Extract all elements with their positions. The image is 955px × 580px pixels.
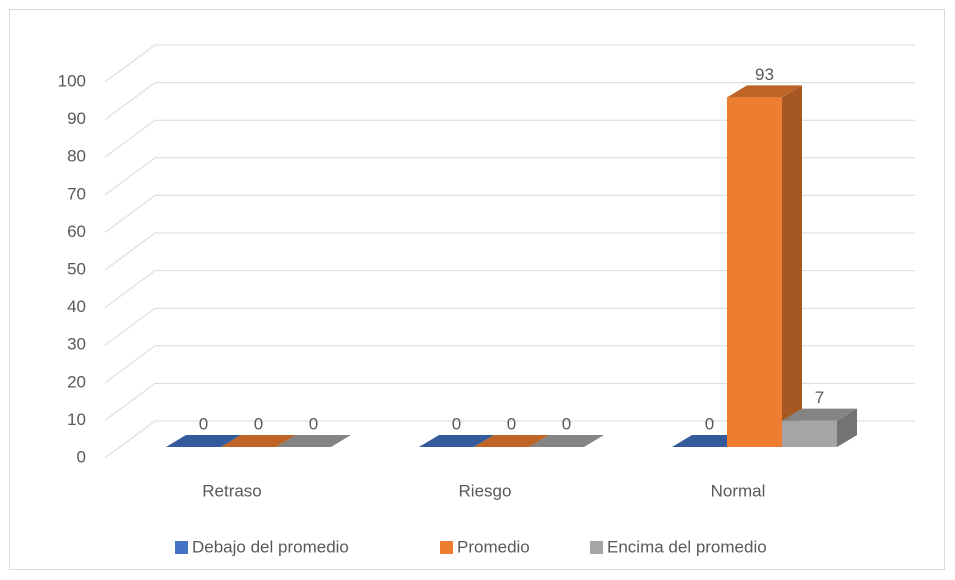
grid-line [104,82,915,121]
data-label: 0 [254,414,263,433]
legend-swatch [440,541,453,554]
x-tick-label: Retraso [202,481,262,500]
y-tick-label: 70 [67,184,86,203]
bar-top [727,85,802,98]
bar [276,435,351,447]
bar-top [166,435,241,447]
grid-line [104,44,915,83]
y-tick-label: 30 [67,335,86,354]
bar-top [221,435,296,447]
bar [166,435,241,447]
y-tick-label: 0 [77,447,86,466]
y-tick-label: 60 [67,222,86,241]
bar-side [837,408,857,447]
data-label: 0 [199,414,208,433]
legend-label: Promedio [457,537,530,556]
bar-top [276,435,351,447]
grid-line [104,232,915,271]
bar-front [727,97,782,447]
x-tick-label: Riesgo [459,481,512,500]
bar [221,435,296,447]
bar [727,85,802,447]
y-tick-label: 50 [67,259,86,278]
bar [419,435,494,447]
bar [782,408,857,447]
grid-line [104,270,915,309]
legend-label: Debajo del promedio [192,537,349,556]
grid-line [104,307,915,346]
data-label: 0 [705,414,714,433]
grid-line [104,345,915,384]
bar-top [474,435,549,447]
grid-line [104,420,915,459]
legend-swatch [590,541,603,554]
bar-side [782,85,802,447]
legend-label: Encima del promedio [607,537,767,556]
bar-top [529,435,604,447]
grid-line [104,382,915,421]
legend-swatch [175,541,188,554]
data-label: 0 [562,414,571,433]
grid-line [104,119,915,158]
bar-front [782,420,837,447]
data-label: 0 [309,414,318,433]
y-tick-label: 100 [58,71,86,90]
x-tick-label: Normal [711,481,766,500]
grid-line [104,194,915,233]
bar [474,435,549,447]
bar-top [782,408,857,421]
grid-line [104,157,915,196]
y-tick-label: 40 [67,297,86,316]
y-tick-label: 10 [67,410,86,429]
data-label: 93 [755,65,774,84]
data-label: 7 [815,388,824,407]
y-tick-label: 20 [67,372,86,391]
y-tick-label: 80 [67,147,86,166]
bar [529,435,604,447]
data-label: 0 [507,414,516,433]
data-label: 0 [452,414,461,433]
y-tick-label: 90 [67,109,86,128]
bar-top [419,435,494,447]
